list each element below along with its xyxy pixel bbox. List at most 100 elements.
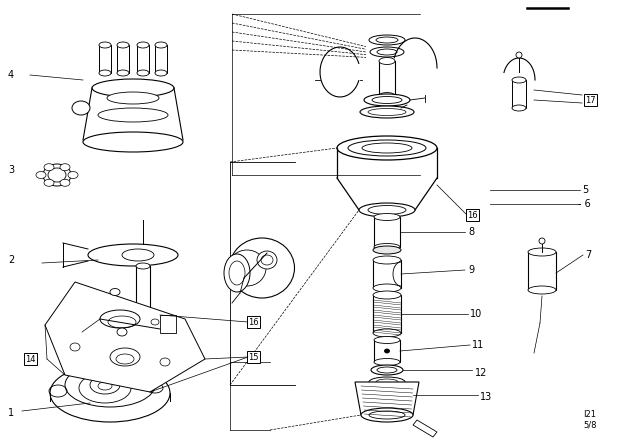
Bar	[374, 217, 400, 247]
Ellipse shape	[360, 106, 414, 118]
Text: - 6: - 6	[578, 199, 591, 209]
Ellipse shape	[48, 168, 66, 182]
Ellipse shape	[377, 367, 397, 373]
Ellipse shape	[224, 254, 250, 292]
Ellipse shape	[512, 105, 526, 111]
Ellipse shape	[100, 366, 120, 376]
Ellipse shape	[385, 349, 390, 353]
Ellipse shape	[369, 411, 405, 419]
Bar	[137, 45, 149, 73]
Ellipse shape	[137, 42, 149, 48]
Text: I21
5/8: I21 5/8	[583, 410, 596, 430]
Ellipse shape	[117, 42, 129, 48]
Polygon shape	[355, 382, 419, 415]
Ellipse shape	[369, 377, 405, 387]
Ellipse shape	[374, 336, 400, 344]
Ellipse shape	[370, 47, 404, 57]
Ellipse shape	[371, 365, 403, 375]
Text: 9: 9	[468, 265, 474, 275]
Text: 8: 8	[468, 227, 474, 237]
Text: 3: 3	[8, 165, 14, 175]
Ellipse shape	[373, 246, 401, 254]
Text: 7: 7	[585, 250, 591, 260]
Bar	[374, 340, 400, 362]
Bar	[117, 45, 129, 73]
Ellipse shape	[155, 70, 167, 76]
Text: 13: 13	[480, 392, 492, 402]
Ellipse shape	[228, 250, 266, 286]
Ellipse shape	[110, 348, 140, 366]
Ellipse shape	[65, 363, 155, 407]
Text: 5: 5	[582, 185, 588, 195]
Ellipse shape	[110, 289, 120, 296]
Polygon shape	[45, 282, 205, 392]
Text: 17: 17	[585, 95, 596, 104]
Ellipse shape	[364, 94, 410, 106]
Ellipse shape	[43, 164, 71, 186]
Ellipse shape	[373, 284, 401, 292]
Ellipse shape	[99, 42, 111, 48]
Ellipse shape	[50, 364, 170, 422]
Ellipse shape	[373, 291, 401, 299]
Ellipse shape	[379, 57, 395, 65]
Ellipse shape	[369, 35, 405, 45]
Ellipse shape	[136, 318, 150, 324]
Ellipse shape	[90, 376, 120, 394]
Ellipse shape	[379, 92, 395, 99]
Ellipse shape	[83, 132, 183, 152]
Ellipse shape	[60, 179, 70, 186]
Text: 16: 16	[248, 318, 259, 327]
Ellipse shape	[372, 96, 402, 103]
Ellipse shape	[373, 256, 401, 264]
Text: 1: 1	[8, 408, 14, 418]
Ellipse shape	[137, 70, 149, 76]
Text: 16: 16	[467, 211, 477, 220]
Ellipse shape	[155, 42, 167, 48]
Ellipse shape	[374, 244, 400, 250]
Bar	[160, 315, 176, 333]
Text: 11: 11	[472, 340, 484, 350]
Text: 14: 14	[25, 354, 35, 363]
Ellipse shape	[376, 37, 398, 43]
Ellipse shape	[100, 310, 140, 328]
Ellipse shape	[512, 77, 526, 83]
Ellipse shape	[72, 101, 90, 115]
Ellipse shape	[117, 328, 127, 336]
Text: 12: 12	[475, 368, 488, 378]
Ellipse shape	[528, 248, 556, 256]
Text: 2: 2	[8, 255, 14, 265]
Ellipse shape	[92, 79, 174, 97]
Ellipse shape	[117, 70, 129, 76]
Ellipse shape	[359, 203, 415, 217]
Text: 4: 4	[8, 70, 14, 80]
Ellipse shape	[230, 238, 294, 298]
Ellipse shape	[99, 70, 111, 76]
Ellipse shape	[516, 52, 522, 58]
Ellipse shape	[368, 206, 406, 215]
Bar	[373, 260, 401, 288]
Ellipse shape	[377, 49, 397, 55]
Bar	[136, 266, 150, 321]
Ellipse shape	[36, 172, 46, 178]
Bar	[379, 61, 395, 96]
Ellipse shape	[60, 164, 70, 171]
Ellipse shape	[361, 408, 413, 422]
Ellipse shape	[348, 140, 426, 156]
Ellipse shape	[539, 238, 545, 244]
Bar	[373, 295, 401, 333]
Ellipse shape	[122, 249, 154, 261]
Ellipse shape	[136, 263, 150, 269]
Ellipse shape	[257, 251, 277, 269]
Ellipse shape	[88, 244, 178, 266]
Polygon shape	[413, 420, 437, 437]
Text: 10: 10	[470, 309, 483, 319]
Bar	[512, 80, 526, 108]
Ellipse shape	[107, 92, 159, 104]
Ellipse shape	[373, 329, 401, 337]
Ellipse shape	[528, 286, 556, 294]
Ellipse shape	[68, 172, 78, 178]
Bar	[99, 45, 111, 73]
Ellipse shape	[44, 164, 54, 171]
Bar	[155, 45, 167, 73]
Bar	[528, 252, 556, 290]
